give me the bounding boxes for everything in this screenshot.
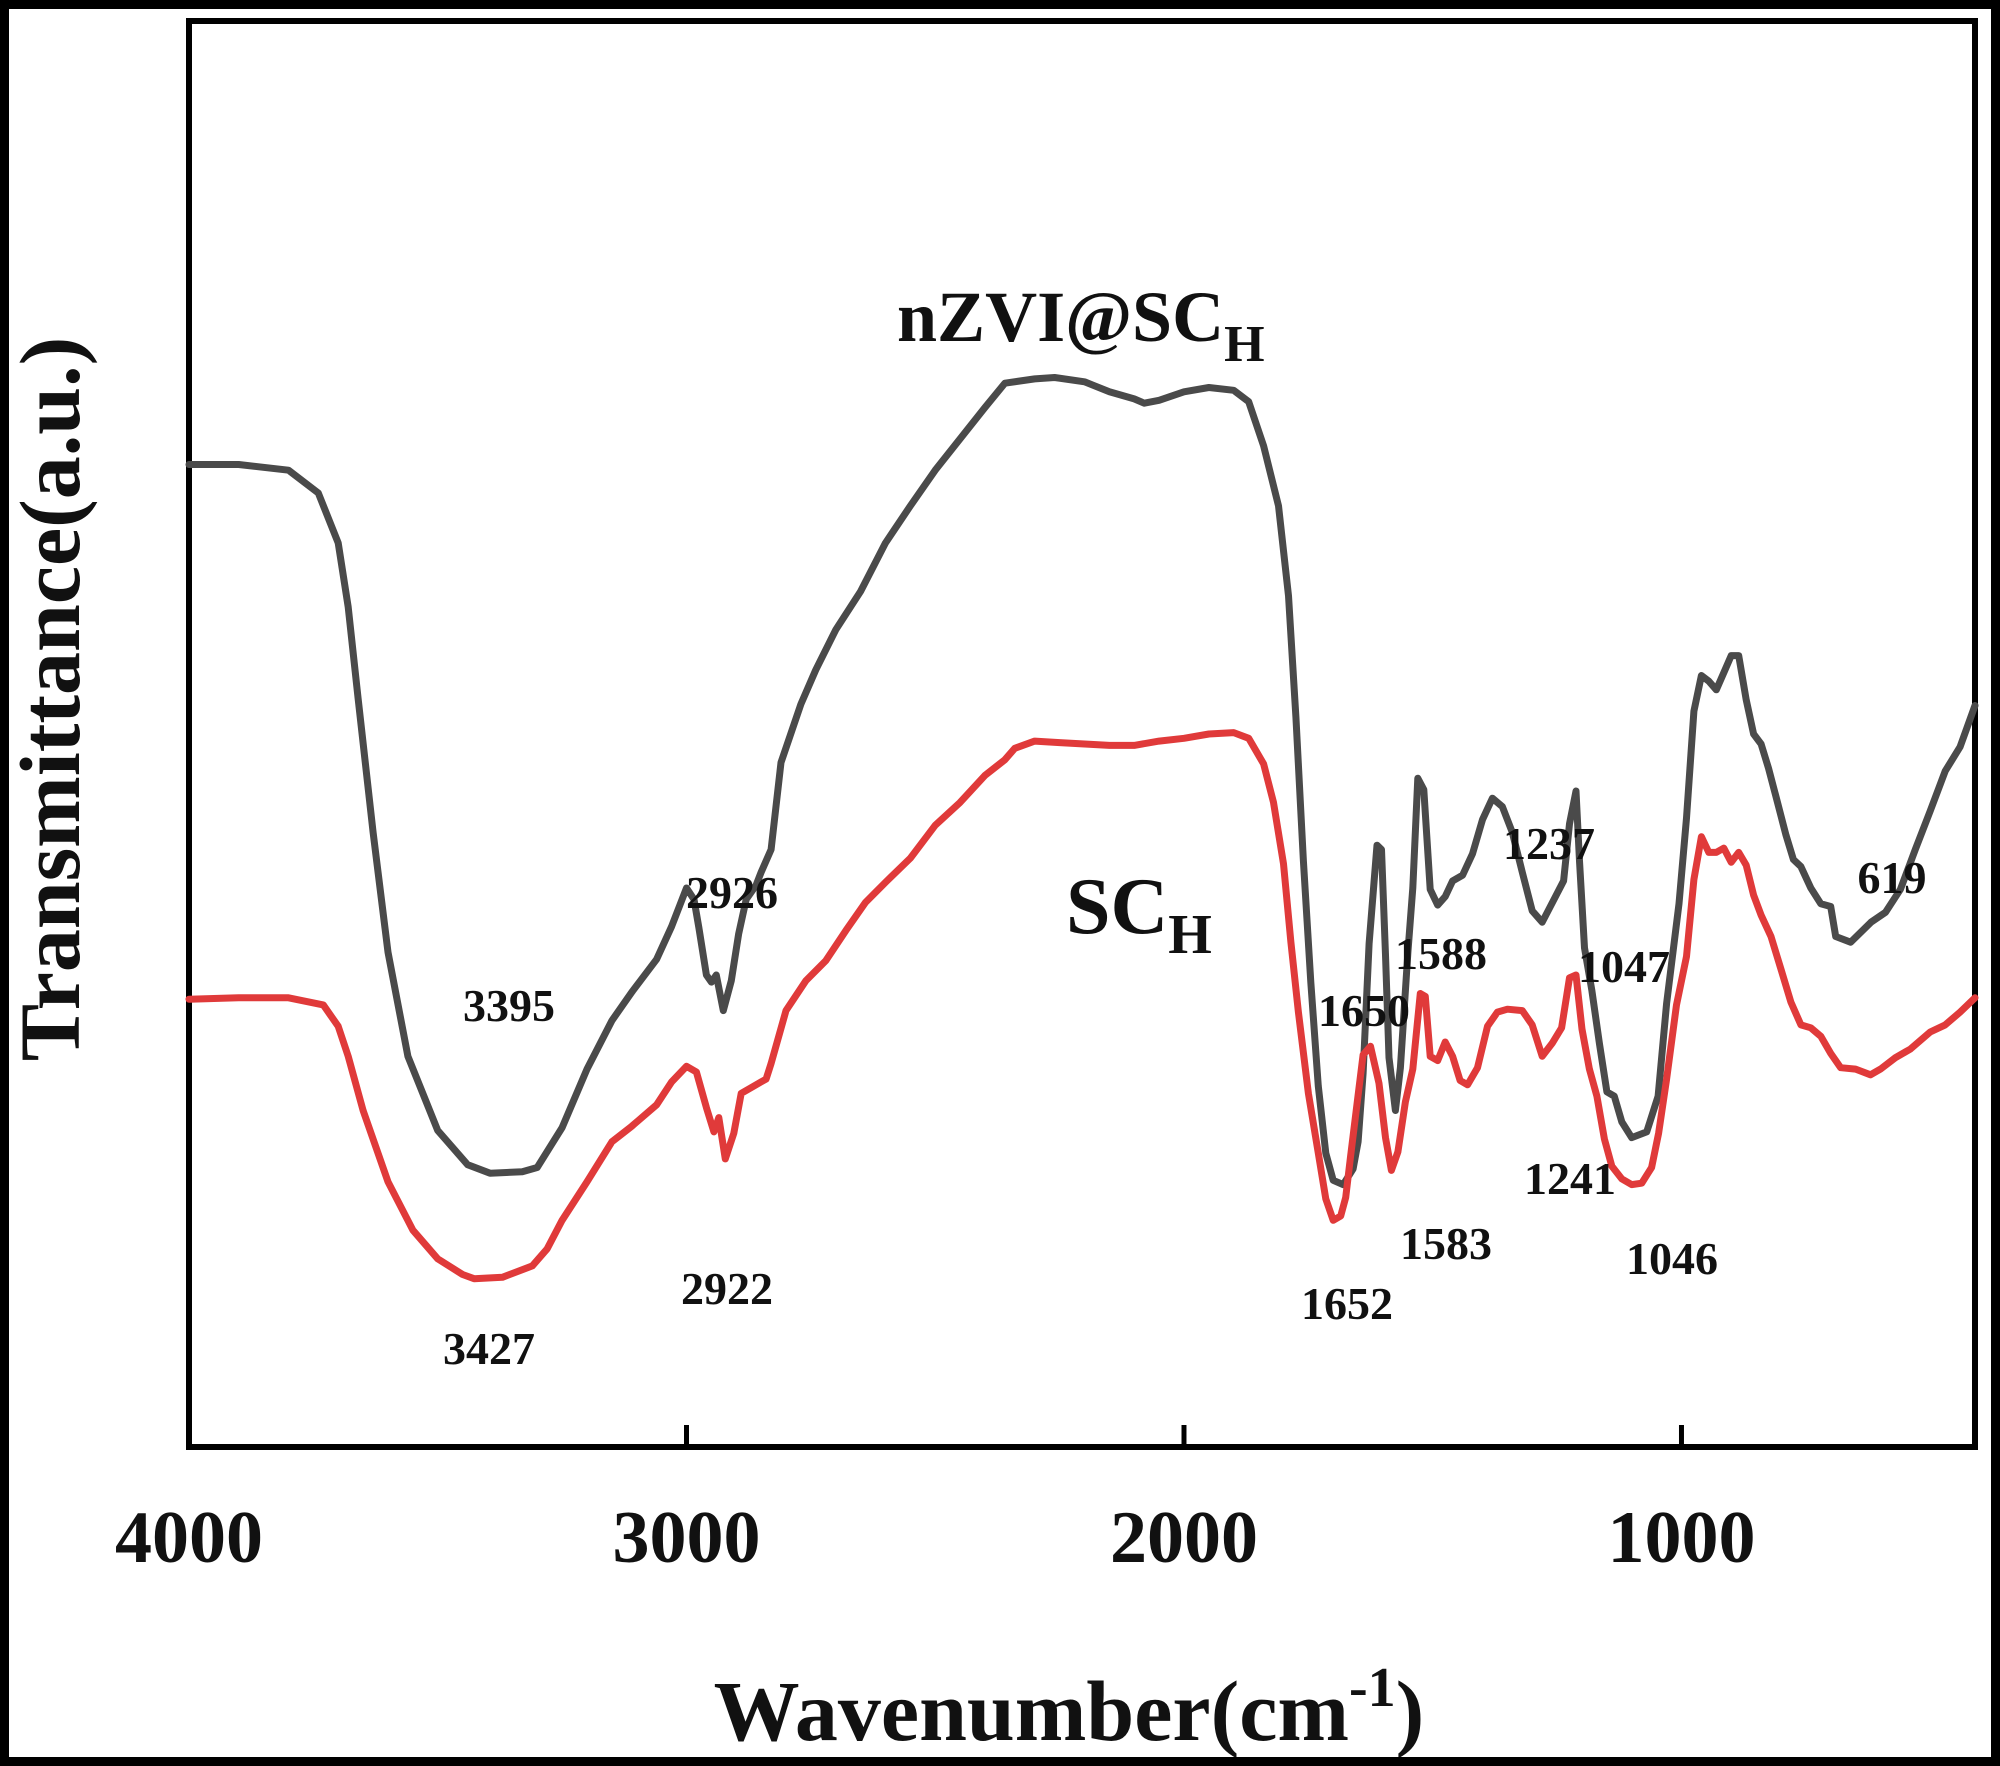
x-axis-title-close: ) [1396, 1663, 1425, 1757]
peak-label: 2926 [686, 867, 778, 918]
ftir-chart: 4000 3000 2000 1000 nZVI@SCH SCH 3395 2926 … [9, 18, 1979, 1757]
x-axis-title: Wavenumber(cm-1) [714, 1657, 1425, 1757]
peak-labels: 3395 2926 1650 1588 1237 1047 619 3427 2… [443, 818, 1927, 1374]
x-axis-ticks: 4000 3000 2000 1000 [115, 1425, 1755, 1579]
x-tick-label: 4000 [115, 1497, 263, 1579]
chart-canvas: 4000 3000 2000 1000 nZVI@SCH SCH 3395 2926 … [9, 9, 1991, 1757]
peak-label: 619 [1858, 852, 1927, 903]
series-label-sch-sub: H [1168, 904, 1212, 966]
y-axis-title: Transmittance(a.u.) [9, 337, 98, 1062]
peak-label: 1583 [1400, 1218, 1492, 1269]
peak-label: 1650 [1318, 985, 1410, 1036]
series-line-sch [185, 729, 1979, 1283]
x-tick-label: 3000 [612, 1497, 760, 1579]
series-label-nzvi: nZVI@SCH [897, 277, 1265, 373]
series-label-sch: SCH [1066, 863, 1212, 966]
peak-label: 1046 [1626, 1233, 1718, 1284]
series-line-nzvi [185, 374, 1979, 1189]
x-tick-label: 1000 [1607, 1497, 1755, 1579]
x-axis-title-sup: -1 [1349, 1657, 1396, 1719]
peak-label: 1588 [1395, 928, 1487, 979]
peak-label: 2922 [681, 1263, 773, 1314]
series-label-sch-main: SC [1066, 863, 1168, 951]
plot-frame [186, 18, 1978, 1450]
series-label-nzvi-main: nZVI@SC [897, 277, 1224, 357]
peak-label: 1047 [1578, 941, 1670, 992]
peak-label: 1241 [1524, 1153, 1616, 1204]
x-tick-label: 2000 [1110, 1497, 1258, 1579]
peak-label: 1237 [1503, 818, 1595, 869]
peak-label: 3395 [463, 980, 555, 1031]
series-label-nzvi-sub: H [1224, 316, 1264, 373]
peak-label: 3427 [443, 1323, 535, 1374]
peak-label: 1652 [1301, 1278, 1393, 1329]
x-axis-title-main: Wavenumber(cm [714, 1663, 1349, 1757]
series-group [185, 374, 1979, 1283]
